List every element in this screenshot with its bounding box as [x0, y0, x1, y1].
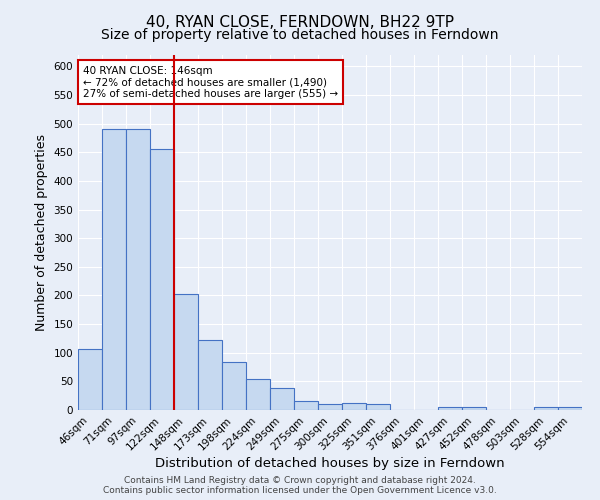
Bar	[342, 403, 366, 410]
Bar	[174, 294, 198, 410]
Y-axis label: Number of detached properties: Number of detached properties	[35, 134, 48, 331]
Bar	[294, 401, 318, 410]
Bar	[462, 407, 486, 410]
Text: 40 RYAN CLOSE: 146sqm
← 72% of detached houses are smaller (1,490)
27% of semi-d: 40 RYAN CLOSE: 146sqm ← 72% of detached …	[83, 66, 338, 99]
Text: Contains HM Land Registry data © Crown copyright and database right 2024.
Contai: Contains HM Land Registry data © Crown c…	[103, 476, 497, 495]
Text: Size of property relative to detached houses in Ferndown: Size of property relative to detached ho…	[101, 28, 499, 42]
Bar	[438, 407, 462, 410]
Bar	[102, 130, 126, 410]
Bar	[150, 149, 174, 410]
Bar	[222, 362, 246, 410]
Bar	[558, 406, 582, 410]
Bar	[534, 406, 558, 410]
Bar	[246, 378, 270, 410]
Text: 40, RYAN CLOSE, FERNDOWN, BH22 9TP: 40, RYAN CLOSE, FERNDOWN, BH22 9TP	[146, 15, 454, 30]
Bar	[126, 130, 150, 410]
Bar	[78, 348, 102, 410]
Bar	[366, 404, 390, 410]
Bar	[318, 404, 342, 410]
Bar	[198, 340, 222, 410]
Bar	[270, 388, 294, 410]
X-axis label: Distribution of detached houses by size in Ferndown: Distribution of detached houses by size …	[155, 458, 505, 470]
